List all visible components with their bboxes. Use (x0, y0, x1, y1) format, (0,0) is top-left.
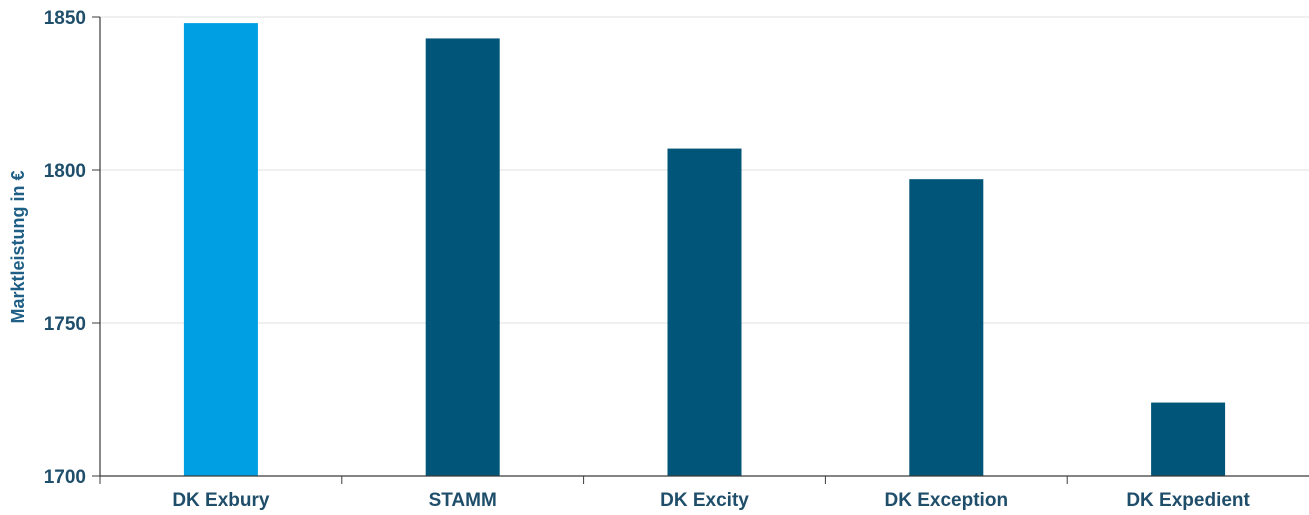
y-tick-label: 1800 (44, 161, 86, 182)
y-tick-label: 1700 (44, 467, 86, 488)
axes (99, 17, 1309, 477)
bar-dk-exbury (183, 23, 258, 477)
bar-stamm (425, 38, 500, 477)
x-tick-label: DK Exception (885, 490, 1009, 511)
x-tick-labels: DK Exbury STAMM DK Excity DK Exception DK Ex… (99, 476, 1251, 511)
y-axis-title: Marktleistung in € (8, 170, 28, 323)
bar-dk-exception (909, 179, 984, 476)
x-tick-label: DK Expedient (1126, 490, 1250, 511)
y-tick-labels: 1700 1750 1800 1850 (44, 8, 100, 488)
x-tick-label: DK Excity (660, 490, 749, 511)
bars (183, 23, 1226, 477)
x-tick-label: DK Exbury (172, 490, 270, 511)
x-tick-label: STAMM (429, 490, 497, 511)
y-tick-label: 1850 (44, 8, 86, 29)
y-tick-label: 1750 (44, 314, 86, 335)
bar-dk-expedient (1151, 402, 1226, 476)
bar-dk-excity (667, 148, 742, 476)
